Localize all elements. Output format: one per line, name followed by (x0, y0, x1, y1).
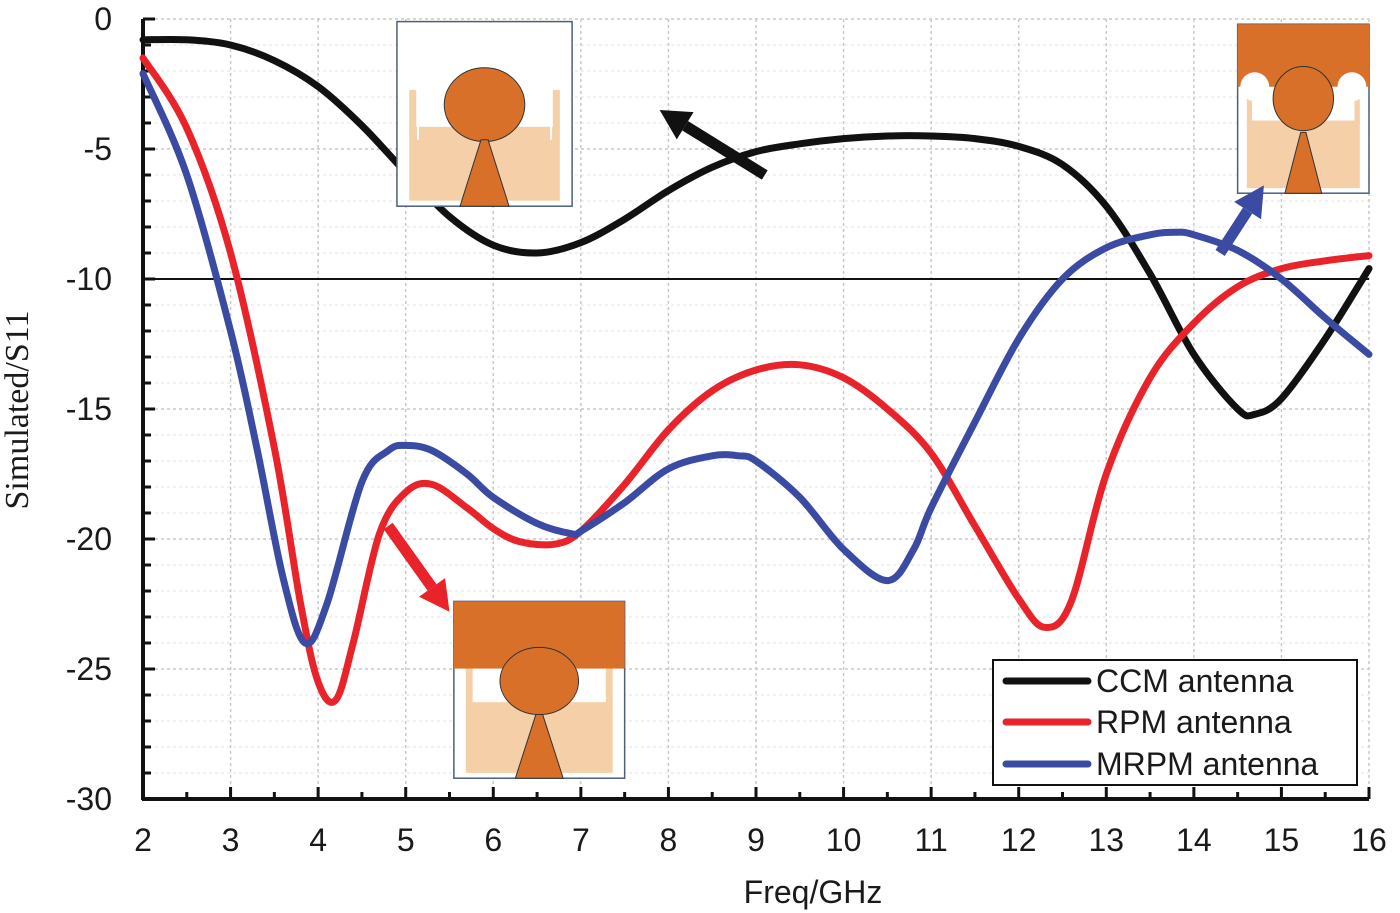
substrate-left-wall (465, 666, 473, 706)
x-tick-label: 12 (1001, 822, 1037, 858)
feed-line (459, 139, 510, 207)
x-tick-label: 7 (572, 822, 590, 858)
substrate-right-wall (552, 89, 560, 131)
radiating-patch (443, 67, 526, 143)
x-tick-label: 5 (397, 822, 415, 858)
slot-right (1337, 72, 1367, 102)
y-tick-label: -10 (66, 261, 112, 297)
x-tick-label: 16 (1351, 822, 1387, 858)
legend-label-rpm: RPM antenna (1096, 704, 1292, 740)
rpm-inset (453, 600, 626, 779)
series-line-mrpm (139, 70, 1373, 648)
y-axis-title: Simulated/S11 (0, 311, 36, 510)
x-tick-label: 15 (1264, 822, 1300, 858)
x-tick-label: 2 (134, 822, 152, 858)
axes (141, 17, 1371, 801)
x-tick-label: 3 (222, 822, 240, 858)
arrow-head (419, 578, 450, 612)
x-tick-label: 13 (1088, 822, 1124, 858)
legend: CCM antenna RPM antenna MRPM antenna (992, 659, 1358, 786)
radiating-patch (499, 646, 580, 716)
arrow-head (659, 110, 694, 140)
annotation-arrow (1215, 185, 1264, 256)
x-tick-label: 6 (484, 822, 502, 858)
mrpm-inset (1236, 23, 1370, 194)
x-tick-label: 8 (660, 822, 678, 858)
y-tick-label: -20 (66, 521, 112, 557)
x-tick-label: 4 (309, 822, 327, 858)
x-tick-labels: 2 3 4 5 6 7 8 9 10 11 12 13 14 15 16 (134, 822, 1387, 858)
arrow-shaft (682, 121, 768, 180)
feed-line (1284, 131, 1323, 194)
x-tick-label: 14 (1176, 822, 1212, 858)
substrate-left-wall (409, 89, 417, 131)
feed-line (514, 714, 564, 779)
arrow-head (1234, 185, 1264, 220)
legend-label-ccm: CCM antenna (1096, 663, 1294, 699)
x-tick-label: 10 (826, 822, 862, 858)
substrate-left-wall (1246, 86, 1253, 124)
y-tick-label: -15 (66, 391, 112, 427)
y-tick-labels: 0 -5 -10 -15 -20 -25 -30 (66, 1, 112, 817)
series-line-ccm (139, 35, 1373, 420)
substrate-right-wall (1354, 86, 1360, 124)
y-tick-label: -25 (66, 651, 112, 687)
ccm-inset (396, 20, 573, 207)
x-tick-label: 11 (915, 822, 948, 858)
x-tick-label: 9 (747, 822, 765, 858)
y-tick-label: -30 (66, 781, 112, 817)
annotation-arrow (383, 522, 450, 612)
substrate-right-wall (605, 666, 613, 706)
slot-left (1240, 72, 1270, 102)
x-axis-title: Freq/GHz (744, 874, 883, 910)
legend-label-mrpm: MRPM antenna (1096, 746, 1319, 782)
radiating-patch (1272, 65, 1335, 132)
antenna-insets (396, 20, 1370, 779)
y-tick-label: -5 (84, 131, 112, 167)
data-series (139, 35, 1373, 706)
y-tick-label: 0 (94, 1, 112, 37)
arrow-shaft (383, 522, 437, 591)
annotation-arrows (383, 110, 1264, 612)
arrow-shaft (1215, 207, 1253, 256)
annotation-arrow (659, 110, 768, 180)
